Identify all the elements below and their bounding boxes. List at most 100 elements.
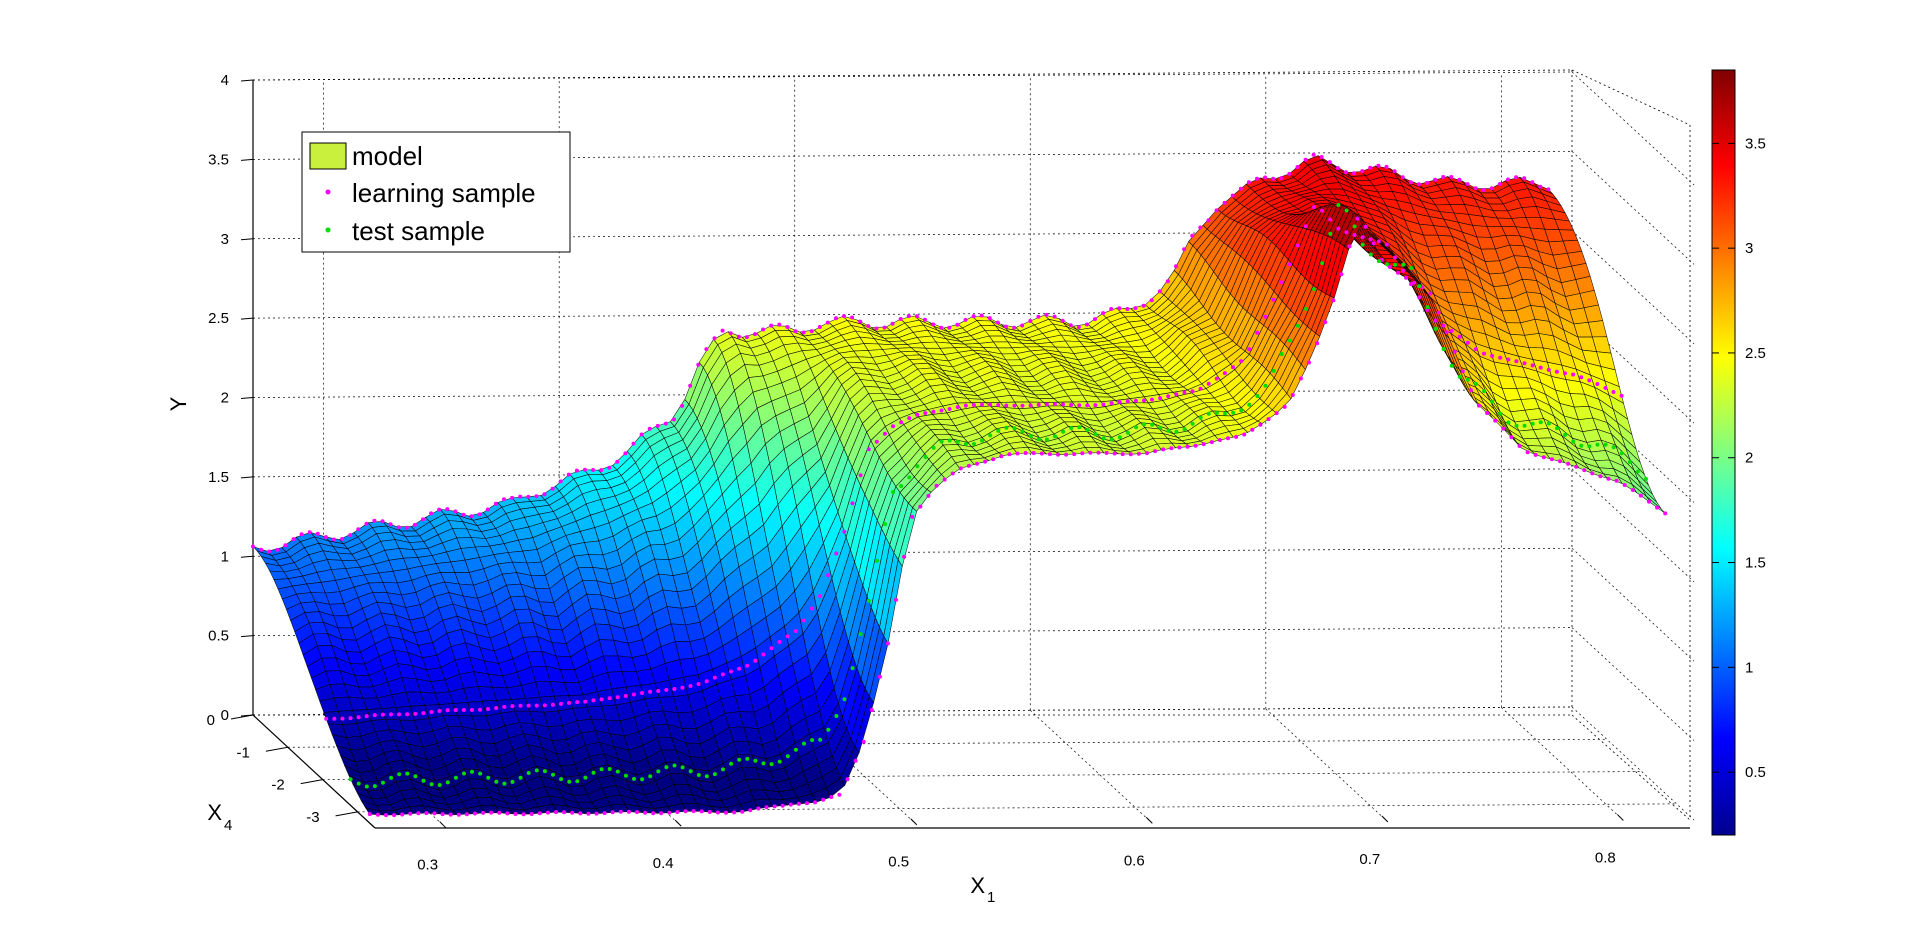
learning-sample-point xyxy=(1408,180,1413,185)
learning-sample-point xyxy=(1368,237,1373,242)
test-sample-point xyxy=(721,767,725,772)
learning-sample-point xyxy=(299,532,304,537)
learning-sample-points xyxy=(251,152,1668,818)
test-sample-point xyxy=(1117,435,1122,440)
y-tick-label: 1 xyxy=(221,548,229,565)
learning-sample-point xyxy=(1622,483,1627,487)
test-sample-point xyxy=(1579,443,1584,448)
learning-sample-point xyxy=(680,685,685,690)
learning-sample-point xyxy=(1117,306,1122,311)
learning-sample-point xyxy=(559,701,563,706)
learning-sample-point xyxy=(413,711,418,716)
learning-sample-point xyxy=(918,504,923,509)
learning-sample-point xyxy=(1449,329,1454,333)
test-sample-point xyxy=(1441,347,1446,351)
test-sample-point xyxy=(1538,420,1543,425)
test-sample-point xyxy=(502,781,507,786)
learning-sample-point xyxy=(955,322,960,327)
learning-sample-point xyxy=(1566,461,1571,466)
learning-sample-point xyxy=(1020,403,1025,408)
learning-sample-point xyxy=(740,809,745,814)
learning-sample-point xyxy=(437,507,442,512)
learning-sample-point xyxy=(1056,452,1060,457)
test-sample-point xyxy=(591,770,596,775)
learning-sample-point xyxy=(1174,392,1179,397)
test-sample-point xyxy=(518,775,523,780)
learning-sample-point xyxy=(1457,334,1462,339)
test-sample-point xyxy=(372,784,377,789)
test-sample-point xyxy=(1352,224,1357,229)
learning-sample-point xyxy=(785,634,790,639)
learning-sample-point xyxy=(923,411,928,416)
test-sample-point xyxy=(478,771,483,776)
learning-sample-point xyxy=(1420,285,1425,290)
learning-sample-point xyxy=(591,698,596,703)
test-sample-point xyxy=(1174,429,1179,434)
learning-sample-point xyxy=(696,362,701,367)
test-sample-point xyxy=(1425,305,1430,310)
learning-sample-point xyxy=(1433,318,1438,323)
test-sample-point xyxy=(1555,426,1559,431)
learning-sample-point xyxy=(882,325,887,330)
learning-sample-point xyxy=(1493,418,1498,423)
learning-sample-point xyxy=(550,702,555,707)
learning-sample-point xyxy=(332,716,337,721)
learning-sample-point xyxy=(477,512,482,517)
learning-sample-point xyxy=(651,811,656,816)
x1-tick-label: 0.7 xyxy=(1359,851,1380,868)
test-sample-point xyxy=(1571,439,1576,444)
test-sample-point xyxy=(389,775,394,780)
learning-sample-point xyxy=(898,317,903,321)
learning-sample-point xyxy=(1630,488,1635,492)
legend-learning-marker xyxy=(325,189,331,195)
learning-sample-point xyxy=(513,812,518,816)
learning-sample-point xyxy=(729,669,733,674)
learning-sample-point xyxy=(1077,403,1082,408)
legend: model learning sample test sample xyxy=(301,131,571,253)
learning-sample-point xyxy=(886,641,890,646)
learning-sample-point xyxy=(505,811,510,816)
learning-sample-point xyxy=(899,420,904,425)
test-sample-point xyxy=(1409,266,1414,270)
learning-sample-point xyxy=(850,315,855,320)
x1-tick-label: 0.6 xyxy=(1124,852,1145,869)
learning-sample-point xyxy=(1287,262,1292,267)
learning-sample-point xyxy=(858,319,863,324)
learning-sample-point xyxy=(1153,449,1158,454)
learning-sample-point xyxy=(737,666,742,671)
learning-sample-point xyxy=(583,467,587,472)
learning-sample-point xyxy=(753,332,757,337)
learning-sample-point xyxy=(1538,365,1543,370)
learning-sample-point xyxy=(1376,163,1381,168)
learning-sample-point xyxy=(1481,188,1486,192)
surface-cell xyxy=(1646,496,1666,514)
test-sample-point xyxy=(1619,451,1624,456)
test-sample-point xyxy=(939,439,944,444)
learning-sample-point xyxy=(745,663,750,668)
test-sample-point xyxy=(1190,421,1195,426)
learning-sample-point xyxy=(1274,411,1279,416)
test-sample-point xyxy=(1287,338,1292,343)
learning-sample-point xyxy=(1169,446,1174,451)
learning-sample-point xyxy=(664,688,669,692)
learning-sample-point xyxy=(821,797,826,802)
test-sample-point xyxy=(680,765,685,770)
learning-sample-point xyxy=(688,383,693,388)
learning-sample-point xyxy=(1522,176,1527,181)
learning-sample-point xyxy=(680,403,685,408)
learning-sample-point xyxy=(987,316,992,321)
learning-sample-point xyxy=(934,483,939,488)
learning-sample-point xyxy=(639,432,644,437)
learning-sample-point xyxy=(1109,307,1114,311)
test-sample-point xyxy=(1053,434,1057,439)
test-sample-point xyxy=(397,772,402,777)
learning-sample-point xyxy=(340,716,345,721)
learning-sample-point xyxy=(486,707,491,711)
learning-sample-point xyxy=(1331,298,1336,303)
learning-sample-point xyxy=(389,712,393,717)
test-sample-point xyxy=(1393,262,1398,267)
test-sample-point xyxy=(712,772,717,777)
learning-sample-point xyxy=(1335,166,1340,171)
learning-sample-point xyxy=(1509,435,1514,440)
learning-sample-point xyxy=(1133,306,1138,311)
